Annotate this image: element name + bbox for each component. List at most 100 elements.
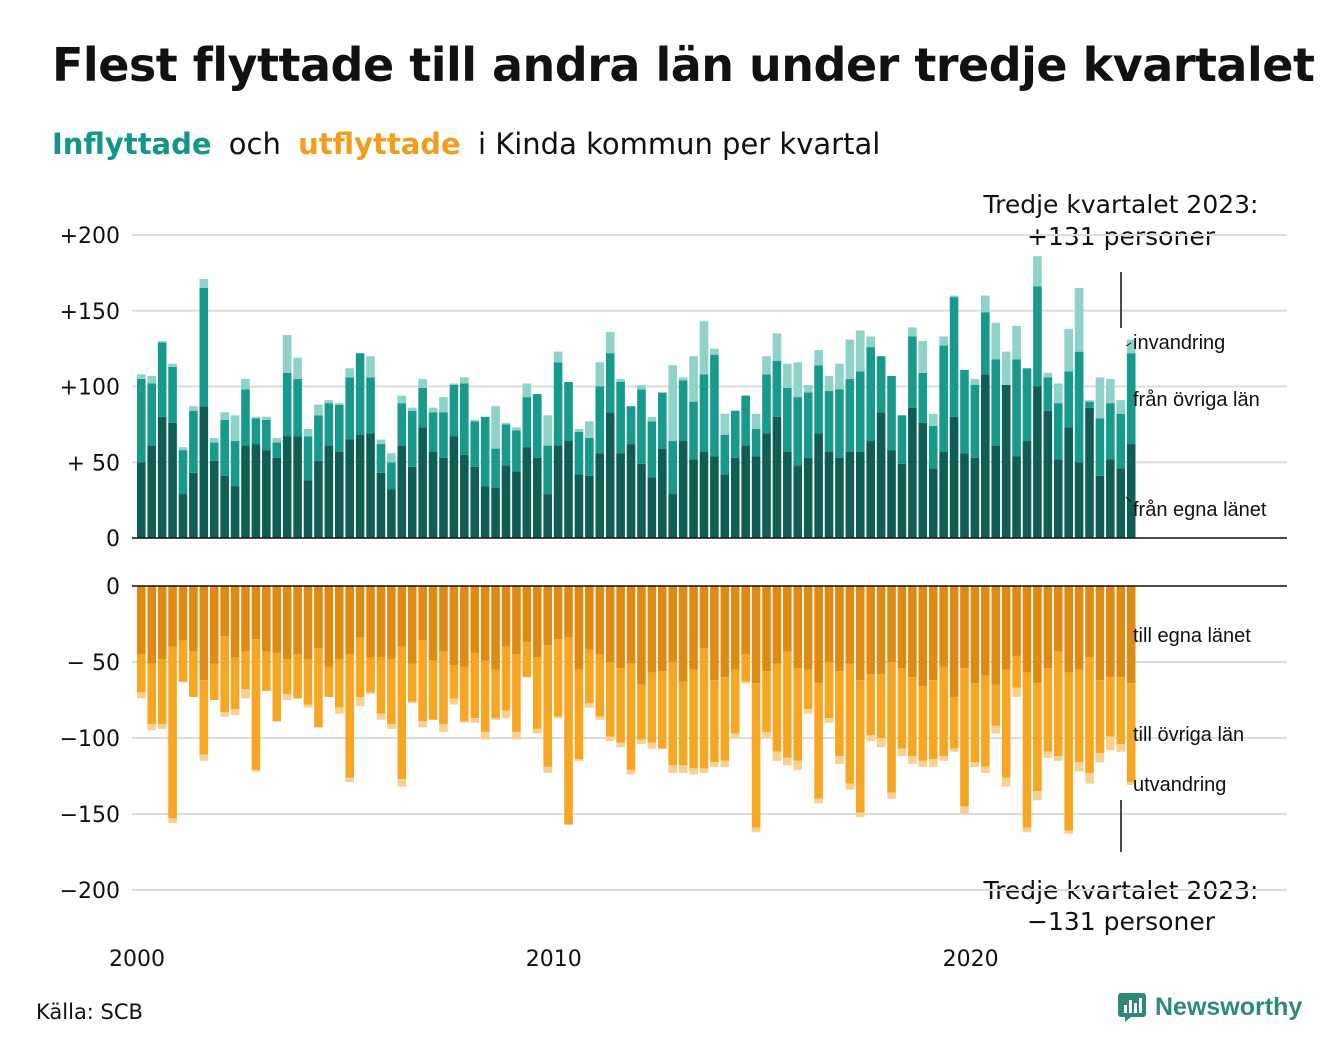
bar-out-segment xyxy=(658,671,667,749)
bar-in-segment xyxy=(397,403,407,446)
bar-out-segment xyxy=(512,731,521,740)
bar-in-segment xyxy=(1012,456,1021,538)
bar-in-segment xyxy=(939,336,948,346)
bar-in-segment xyxy=(439,397,448,413)
bar-out-segment xyxy=(1022,827,1032,833)
bar-in-segment xyxy=(334,404,344,452)
bar-in-segment xyxy=(939,451,948,538)
bar-out-segment xyxy=(772,663,782,752)
bar-out-segment xyxy=(741,681,750,684)
bar-in-segment xyxy=(282,372,292,437)
bar-in-segment xyxy=(1001,384,1011,538)
bar-in-segment xyxy=(366,433,375,538)
bar-in-segment xyxy=(1022,368,1032,442)
bar-out-segment xyxy=(449,698,459,705)
bar-in-segment xyxy=(387,453,396,463)
subtitle-utflyttade: utflyttade xyxy=(298,127,461,161)
subtitle-rest: i Kinda kommun per kvartal xyxy=(477,127,881,161)
bar-out-segment xyxy=(314,648,323,728)
bar-out-segment xyxy=(397,586,407,647)
bar-in-segment xyxy=(1012,359,1021,457)
bar-in-segment xyxy=(1106,459,1115,538)
bar-in-segment xyxy=(147,383,157,446)
bar-in-segment xyxy=(762,374,771,434)
bar-out-segment xyxy=(1126,782,1136,786)
bar-out-segment xyxy=(1064,830,1073,834)
bar-out-segment xyxy=(460,586,469,667)
bar-out-segment xyxy=(574,586,584,670)
bar-in-segment xyxy=(501,424,511,466)
bar-in-segment xyxy=(1001,351,1011,385)
bar-in-segment xyxy=(668,441,678,495)
bar-in-segment xyxy=(418,427,427,538)
bar-in-segment xyxy=(751,428,761,457)
bar-out-segment xyxy=(220,636,229,713)
bar-in-segment xyxy=(1116,468,1126,538)
bar-out-segment xyxy=(470,718,480,723)
bar-out-segment xyxy=(876,674,886,738)
bar-out-segment xyxy=(418,586,427,641)
bar-in-segment xyxy=(480,416,490,487)
bar-in-segment xyxy=(887,375,896,451)
bar-in-segment xyxy=(1126,339,1136,354)
bar-out-segment xyxy=(814,683,823,799)
bar-in-segment xyxy=(855,451,865,538)
bar-out-segment xyxy=(470,652,480,719)
bar-in-segment xyxy=(407,466,417,538)
bar-out-segment xyxy=(991,684,1001,726)
bar-in-segment xyxy=(553,362,563,446)
bar-in-segment xyxy=(991,445,1001,538)
bar-in-segment xyxy=(241,389,250,446)
bar-out-segment xyxy=(199,754,209,761)
bar-out-segment xyxy=(1053,651,1063,757)
brand-name: Newsworthy xyxy=(1155,992,1303,1021)
bar-in-segment xyxy=(730,410,740,458)
bar-out-segment xyxy=(449,586,459,666)
bar-out-segment xyxy=(282,693,292,700)
bar-out-segment xyxy=(1106,736,1115,751)
bar-out-segment xyxy=(897,586,907,669)
bar-out-segment xyxy=(147,663,157,725)
bar-in-segment xyxy=(564,381,573,442)
bar-out-segment xyxy=(647,672,657,743)
bar-out-segment xyxy=(699,768,709,773)
bar-in-segment xyxy=(689,401,698,460)
bar-in-segment xyxy=(262,416,271,420)
bar-out-segment xyxy=(272,586,282,653)
x-tick-label: 2010 xyxy=(526,947,582,972)
top-annotation-line2: +131 personer xyxy=(1027,222,1216,251)
newsworthy-logo-icon xyxy=(1118,993,1146,1022)
bar-out-segment xyxy=(334,658,344,708)
bar-in-segment xyxy=(324,403,334,446)
bar-out-segment xyxy=(387,724,396,729)
subtitle-och: och xyxy=(228,127,281,161)
bar-out-segment xyxy=(355,586,365,638)
bar-in-segment xyxy=(1106,403,1115,460)
bar-in-segment xyxy=(407,410,417,467)
bar-in-segment xyxy=(949,297,959,417)
bar-out-segment xyxy=(1022,586,1032,673)
bar-out-segment xyxy=(345,654,354,778)
bar-in-segment xyxy=(522,383,532,398)
bar-out-segment xyxy=(720,677,730,761)
bar-out-segment xyxy=(303,704,313,708)
bar-out-segment xyxy=(762,671,771,732)
bar-out-segment xyxy=(282,658,292,694)
bar-out-segment xyxy=(1064,586,1073,673)
bar-out-segment xyxy=(824,718,834,723)
bar-out-segment xyxy=(783,757,792,766)
bar-in-segment xyxy=(741,445,750,538)
bar-in-segment xyxy=(574,474,584,538)
bar-in-segment xyxy=(1033,286,1042,387)
bar-in-segment xyxy=(720,413,730,435)
bar-out-segment xyxy=(783,651,792,758)
bar-out-segment xyxy=(272,652,282,722)
bar-out-segment xyxy=(220,586,229,637)
bar-out-segment xyxy=(564,586,573,638)
bar-in-segment xyxy=(647,416,657,422)
bar-out-segment xyxy=(845,663,855,784)
bar-out-segment xyxy=(189,586,198,652)
bar-in-segment xyxy=(553,445,563,538)
bar-in-segment xyxy=(1064,328,1073,372)
bar-out-segment xyxy=(835,756,844,764)
